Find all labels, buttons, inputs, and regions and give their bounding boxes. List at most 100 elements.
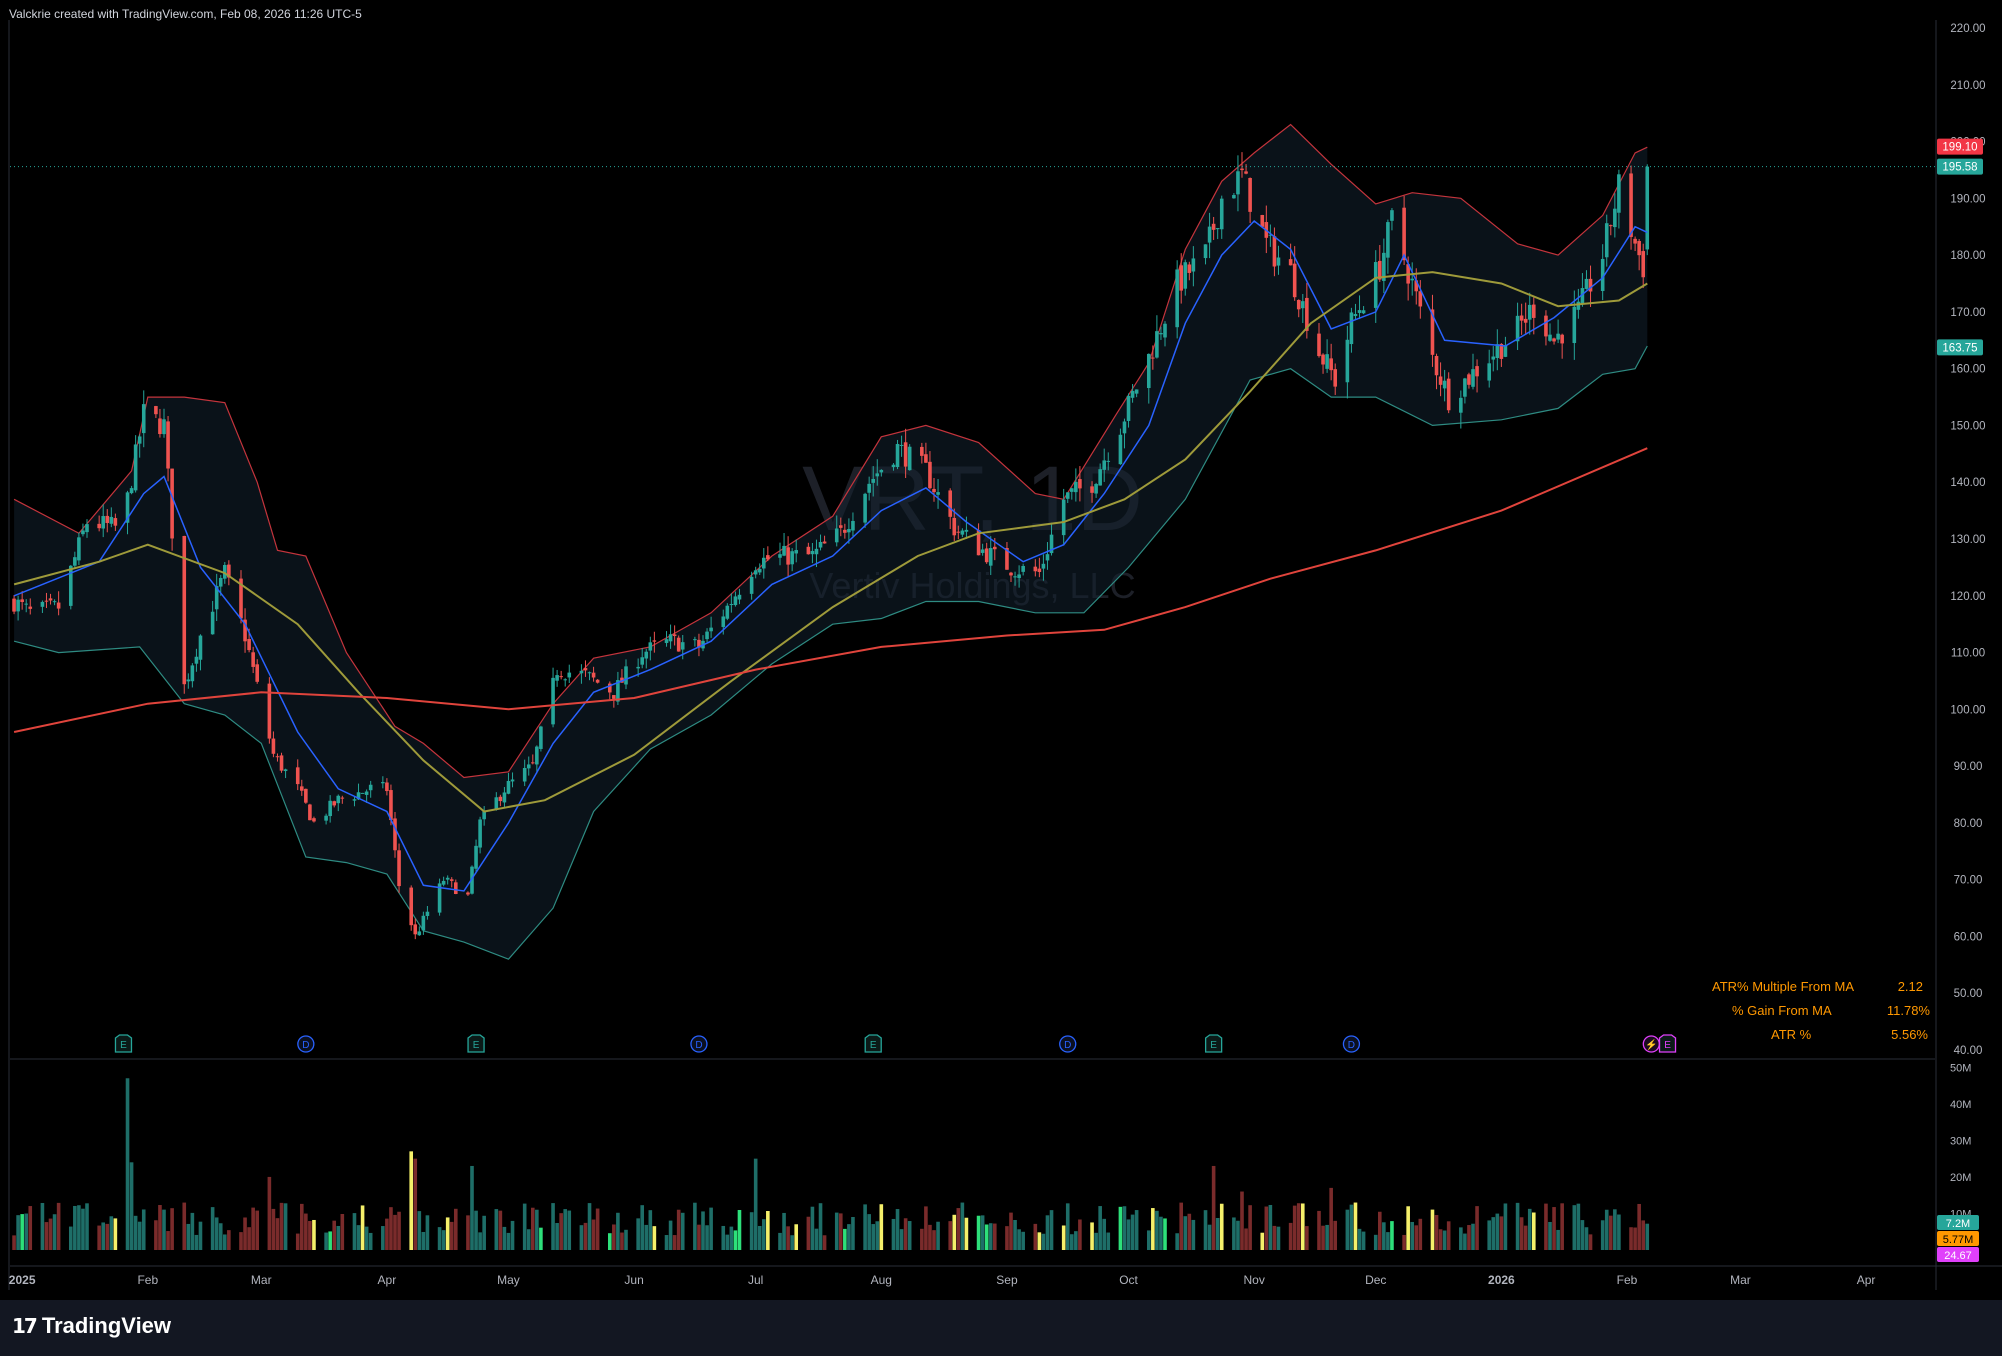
candle (1377, 245, 1382, 282)
candle (1013, 571, 1017, 586)
candle (1463, 377, 1467, 404)
volume-bar (1248, 1205, 1252, 1250)
volume-bar (1163, 1218, 1167, 1250)
volume-bar (956, 1208, 961, 1250)
volume-bar (482, 1215, 486, 1250)
candle (879, 469, 884, 477)
volume-bar (502, 1226, 507, 1250)
candle (466, 891, 470, 896)
volume-bar (522, 1203, 527, 1250)
volume-bar (154, 1220, 158, 1250)
volume-bar (1531, 1212, 1536, 1250)
volume-bar (1276, 1226, 1281, 1250)
candle (1418, 280, 1423, 319)
candle (551, 667, 555, 728)
candle (1130, 384, 1135, 403)
volume-bar (1629, 1227, 1633, 1250)
candle (1240, 152, 1244, 178)
candle (474, 839, 478, 874)
volume-bar (530, 1207, 535, 1250)
volume-bar (368, 1232, 373, 1250)
volume-bar (693, 1202, 697, 1250)
candle (441, 876, 446, 887)
candle (1009, 571, 1013, 583)
candle (1345, 325, 1350, 399)
volume-bar (1329, 1187, 1333, 1250)
volume-bar (417, 1211, 422, 1250)
volume-bar (1069, 1234, 1074, 1250)
candle (1434, 353, 1439, 390)
volume-bar (510, 1220, 515, 1250)
volume-bar (1499, 1216, 1504, 1250)
candle (1244, 164, 1248, 175)
volume-bar (381, 1226, 385, 1250)
candle (591, 666, 596, 682)
price-axis-label: 160.00 (1950, 364, 1985, 376)
candle (1163, 321, 1167, 347)
event-marker-letter: E (473, 1040, 480, 1051)
candle (960, 528, 965, 538)
candle (251, 646, 255, 674)
candle (1503, 336, 1508, 358)
candle (1098, 463, 1102, 486)
candle (1442, 369, 1447, 402)
volume-bar (1446, 1221, 1451, 1250)
candle (73, 551, 77, 569)
volume-bar (1645, 1223, 1650, 1250)
volume-bar (1523, 1225, 1528, 1250)
candle (158, 408, 162, 438)
event-marker-letter: D (302, 1040, 309, 1051)
volume-bar (324, 1232, 328, 1250)
candle (498, 794, 503, 807)
volume-bar (668, 1220, 673, 1250)
volume-bar (952, 1214, 957, 1250)
candle (563, 678, 568, 687)
candle (1430, 294, 1435, 367)
volume-bar (834, 1212, 839, 1250)
volume-bar (105, 1223, 110, 1250)
candle (535, 745, 539, 774)
candle (782, 533, 786, 557)
volume-bar (992, 1223, 997, 1250)
candle (1519, 303, 1524, 335)
time-axis-label: Mar (1730, 1273, 1751, 1287)
candle (753, 566, 758, 579)
candle (85, 519, 89, 538)
volume-bar (838, 1213, 843, 1250)
candle (871, 466, 876, 497)
volume-bar (1604, 1209, 1609, 1250)
price-axis-label: 220.00 (1950, 23, 1985, 35)
volume-bar (709, 1207, 713, 1250)
volume-bar (441, 1230, 446, 1250)
volume-bar (1244, 1228, 1248, 1250)
earnings-icon (467, 1034, 485, 1053)
volume-bar (1021, 1231, 1025, 1250)
volume-bar (526, 1229, 531, 1250)
candle (624, 659, 628, 690)
price-chart[interactable]: VRT, 1DVertiv Holdings, LLC40.0050.0060.… (0, 0, 2002, 1300)
candle (1126, 393, 1131, 428)
volume-bar (198, 1221, 203, 1250)
candle (899, 435, 904, 457)
volume-bar (847, 1224, 851, 1250)
candle (44, 592, 49, 609)
candle (729, 593, 734, 613)
volume-bar (814, 1228, 819, 1250)
candle (1491, 346, 1496, 372)
volume-bar (312, 1219, 316, 1250)
candle (352, 796, 357, 807)
candle (417, 926, 422, 936)
volume-bar (129, 1162, 134, 1250)
candle (1175, 260, 1179, 339)
candle (1219, 195, 1224, 239)
time-axis-label: 2026 (1488, 1273, 1515, 1287)
candle (863, 492, 867, 528)
candle (198, 634, 203, 671)
tradingview-logo[interactable]: 17 TradingView (12, 1313, 171, 1339)
candle (595, 679, 600, 684)
candle (672, 625, 677, 646)
candle (186, 673, 191, 689)
candle (1094, 482, 1098, 498)
volume-bar (920, 1228, 924, 1250)
volume-bar (304, 1213, 308, 1250)
